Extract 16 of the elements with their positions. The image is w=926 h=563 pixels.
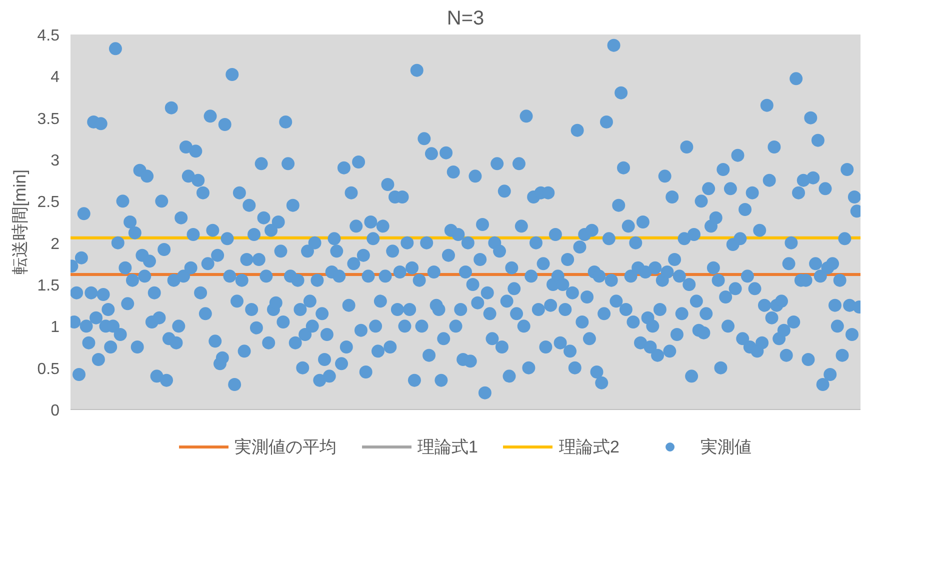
y-tick-label: 4.5 bbox=[37, 28, 60, 44]
y-tick-label: 2 bbox=[50, 236, 60, 253]
y-tick-label: 3.5 bbox=[37, 110, 60, 128]
legend-label: 理論式2 bbox=[559, 436, 620, 458]
y-tick-label: 2.5 bbox=[37, 194, 60, 212]
chart-title: N=3 bbox=[446, 8, 484, 30]
y-tick-label: 3 bbox=[50, 152, 60, 170]
y-tick-label: 4 bbox=[50, 69, 60, 86]
legend-label: 実測値 bbox=[700, 436, 752, 458]
y-tick-label: 0 bbox=[50, 402, 60, 420]
y-tick-label: 1 bbox=[50, 319, 60, 336]
text: 理論式1 bbox=[418, 437, 478, 456]
legend-label: 実測値の平均 bbox=[234, 436, 337, 458]
y-tick-label: 0.5 bbox=[37, 360, 60, 378]
y-axis-title: 転送時間[min] bbox=[10, 170, 30, 274]
y-tick-label: 1.5 bbox=[37, 278, 60, 294]
